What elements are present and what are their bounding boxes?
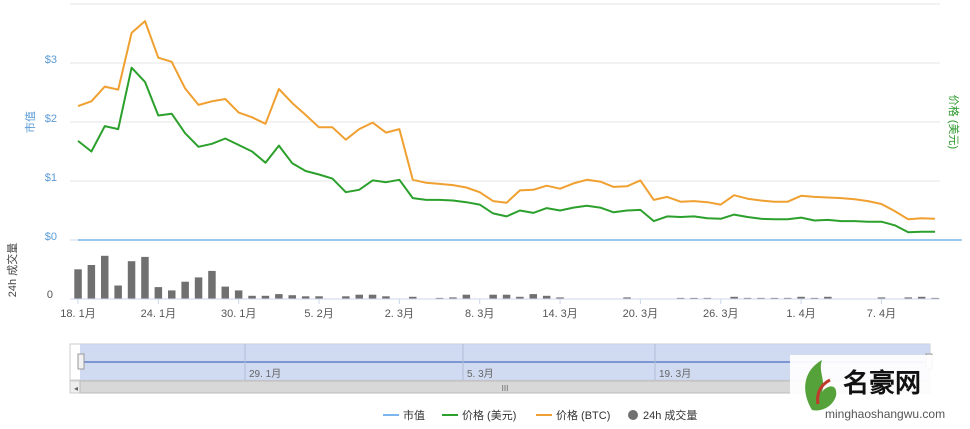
x-tick-label: 30. 1月 (221, 308, 256, 320)
volume-bar (315, 296, 323, 299)
x-tick-label: 18. 1月 (60, 308, 95, 320)
y-axis-title-right: 价格 (美元) (947, 95, 961, 149)
volume-bar (462, 294, 471, 299)
legend: 市值 价格 (美元) 价格 (BTC) 24h 成交量 (383, 408, 697, 422)
scroll-left-arrow-icon[interactable]: ◂ (74, 384, 78, 393)
x-tick-label: 14. 3月 (542, 308, 577, 320)
volume-bar (248, 295, 256, 299)
legend-item-volume[interactable]: 24h 成交量 (628, 408, 697, 422)
volume-bar (275, 294, 283, 299)
price-y-ticks: $0 $1 $2 $3 (45, 54, 57, 243)
volume-bar (917, 296, 926, 299)
x-tick-label: 5. 2月 (304, 308, 333, 320)
y-axis-title-left: 市值 (23, 111, 37, 133)
legend-dot-icon (628, 410, 638, 420)
watermark: 名豪网 minghaoshangwu.com (790, 355, 955, 423)
volume-bar (181, 281, 189, 299)
volume-bar (556, 297, 564, 299)
volume-bar (87, 265, 96, 299)
volume-bar (690, 297, 698, 299)
x-tick-label: 26. 3月 (703, 308, 738, 320)
ytick-1: $1 (45, 172, 57, 184)
navigator[interactable]: 29. 1月 5. 3月 19. 3月 ◂ III (69, 343, 933, 394)
volume-bar (261, 295, 270, 299)
ytick-2: $2 (45, 113, 57, 125)
legend-label-market-cap: 市值 (403, 408, 425, 422)
volume-bar (127, 261, 136, 299)
x-tick-label: 24. 1月 (141, 308, 176, 320)
volume-bars (74, 255, 939, 300)
volume-bar (797, 296, 805, 299)
volume-axis-title: 24h 成交量 (5, 243, 19, 297)
price-gridlines (70, 3, 940, 241)
legend-label-volume: 24h 成交量 (643, 408, 697, 422)
volume-bar (730, 296, 738, 299)
x-tick-label: 20. 3月 (623, 308, 658, 320)
x-tick-label: 1. 4月 (786, 308, 815, 320)
volume-bar (449, 297, 457, 299)
volume-bar (743, 297, 752, 299)
volume-bar (810, 297, 819, 299)
volume-bar (234, 290, 243, 299)
legend-item-market-cap[interactable]: 市值 (383, 408, 425, 422)
x-tick-label: 7. 4月 (867, 308, 896, 320)
series-line-1 (77, 66, 935, 234)
volume-bar (355, 294, 363, 299)
volume-bar (703, 297, 712, 299)
volume-bar (368, 294, 377, 299)
legend-item-price-usd[interactable]: 价格 (美元) (442, 408, 516, 422)
volume-bar (288, 295, 296, 299)
volume-bar (141, 256, 149, 299)
volume-bar (435, 297, 444, 299)
leaf-logo-icon (805, 360, 837, 411)
navigator-handle-left[interactable] (77, 353, 85, 370)
volume-bar (770, 297, 779, 299)
volume-bar (623, 297, 631, 299)
volume-bar (74, 269, 82, 299)
logo-accent-icon (816, 378, 831, 405)
watermark-title: 名豪网 (843, 368, 921, 399)
volume-bar (784, 297, 792, 299)
legend-label-price-usd: 价格 (美元) (462, 408, 516, 422)
ytick-3: $3 (45, 54, 57, 66)
volume-bar (931, 297, 939, 299)
volume-bar (676, 297, 685, 299)
volume-bar (154, 287, 163, 299)
series-lines (77, 20, 962, 241)
watermark-url: minghaoshangwu.com (825, 407, 945, 421)
legend-label-price-btc: 价格 (BTC) (556, 408, 610, 422)
volume-bar (194, 277, 203, 299)
x-tick-label: 8. 3月 (465, 308, 494, 320)
volume-bar (542, 295, 551, 299)
navigator-label-1: 29. 1月 (249, 368, 281, 380)
volume-bar (301, 296, 310, 299)
x-tick-label: 2. 3月 (385, 308, 414, 320)
volume-bar (221, 286, 229, 299)
series-line-2 (77, 20, 936, 221)
ytick-0: $0 (45, 231, 57, 243)
volume-bar (824, 296, 832, 299)
volume-bar (489, 294, 497, 299)
volume-bar (101, 255, 109, 299)
scroll-grip-icon[interactable]: III (502, 384, 509, 393)
volume-bar (342, 296, 350, 299)
volume-bar (904, 297, 912, 299)
volume-ytick-0: 0 (47, 289, 53, 301)
volume-bar (757, 297, 765, 299)
volume-bar (208, 270, 216, 299)
navigator-label-3: 19. 3月 (659, 368, 691, 380)
navigator-label-2: 5. 3月 (467, 368, 494, 380)
volume-bar (382, 296, 390, 299)
volume-bar (168, 290, 176, 299)
volume-bar (516, 296, 524, 299)
volume-bar (114, 285, 122, 299)
volume-bar (529, 294, 537, 299)
legend-item-price-btc[interactable]: 价格 (BTC) (536, 408, 610, 422)
volume-bar (409, 296, 417, 299)
x-ticks: 18. 1月 24. 1月 30. 1月 5. 2月 2. 3月 8. 3月 14. 3月 2… (60, 299, 896, 320)
volume-bar (502, 294, 511, 299)
volume-bar (877, 297, 886, 299)
